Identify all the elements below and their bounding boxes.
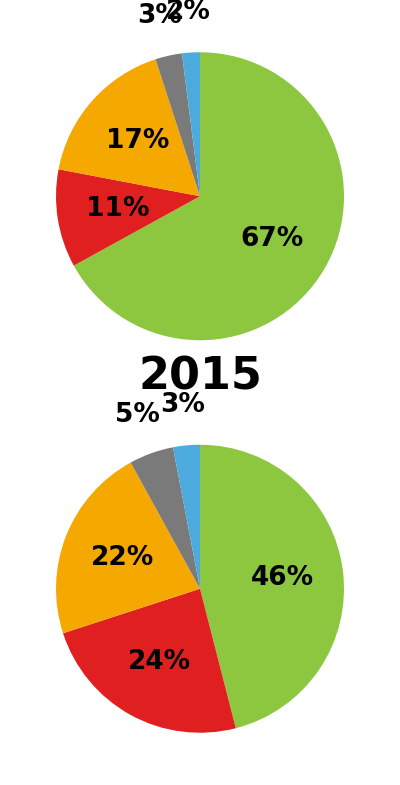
Text: 67%: 67% xyxy=(240,226,304,252)
Wedge shape xyxy=(63,589,236,732)
Text: 11%: 11% xyxy=(86,196,149,222)
Wedge shape xyxy=(56,462,200,633)
Text: 5%: 5% xyxy=(115,403,160,429)
Text: 24%: 24% xyxy=(128,649,191,675)
Text: 46%: 46% xyxy=(251,565,314,591)
Text: 3%: 3% xyxy=(160,392,205,418)
Text: 3%: 3% xyxy=(137,3,182,29)
Wedge shape xyxy=(200,445,344,728)
Wedge shape xyxy=(58,60,200,196)
Text: 22%: 22% xyxy=(91,545,154,571)
Title: 2015: 2015 xyxy=(138,356,262,398)
Wedge shape xyxy=(182,53,200,196)
Wedge shape xyxy=(56,170,200,265)
Wedge shape xyxy=(131,447,200,589)
Text: 17%: 17% xyxy=(106,128,169,154)
Title: 1990: 1990 xyxy=(138,0,262,5)
Wedge shape xyxy=(173,445,200,589)
Text: 2%: 2% xyxy=(166,0,211,25)
Wedge shape xyxy=(156,53,200,196)
Wedge shape xyxy=(74,53,344,340)
